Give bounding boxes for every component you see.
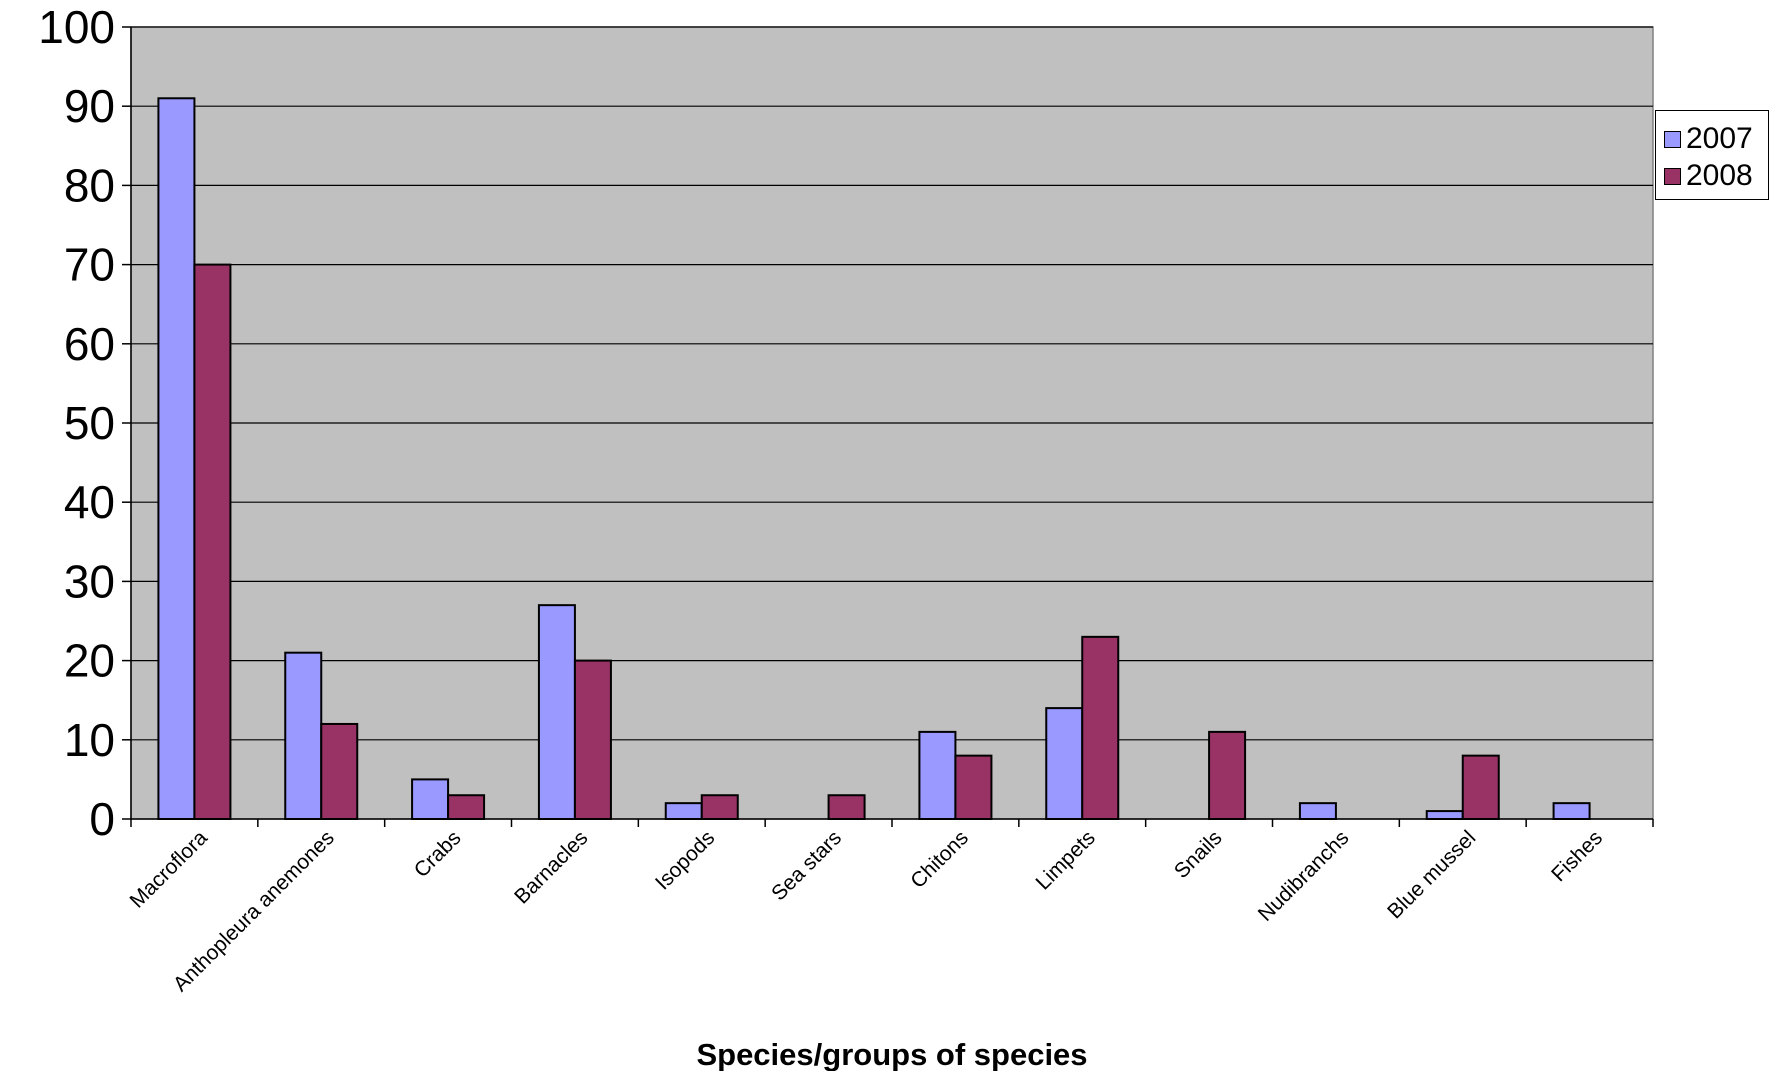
bar-2008 xyxy=(700,794,739,820)
x-tick-label: Limpets xyxy=(1032,826,1100,894)
x-tick-label: Fishes xyxy=(1547,826,1607,886)
axes xyxy=(122,26,1654,827)
bar-2008 xyxy=(827,794,866,820)
bar-2007 xyxy=(1425,810,1464,821)
bar-2007 xyxy=(157,97,196,820)
legend-label-2007: 2007 xyxy=(1686,122,1753,155)
bar-2008 xyxy=(447,794,486,820)
bar-2007 xyxy=(537,604,576,820)
y-tick-label: 30 xyxy=(64,555,115,607)
y-tick-label: 0 xyxy=(89,793,115,845)
x-tick-label: Barnacles xyxy=(510,826,592,908)
x-tick-label: Sea stars xyxy=(767,826,846,905)
bar-2008 xyxy=(193,263,232,821)
y-tick-label: 50 xyxy=(64,397,115,449)
x-tick-label: Blue mussel xyxy=(1383,826,1480,923)
y-tick-label: 20 xyxy=(64,635,115,687)
bar-2007 xyxy=(918,730,957,821)
x-tick-label: Isopods xyxy=(651,826,719,894)
bar-2008 xyxy=(954,754,993,821)
bar-2007 xyxy=(411,778,450,821)
legend-swatch-2008 xyxy=(1664,167,1681,185)
legend: 2007 2008 xyxy=(1655,110,1769,200)
bar-2008 xyxy=(1081,635,1120,821)
bar-2007 xyxy=(664,802,703,820)
bar-2008 xyxy=(320,722,359,821)
bar-2007 xyxy=(1298,802,1337,820)
y-tick-label: 80 xyxy=(64,159,115,211)
x-tick-label: Nudibranchs xyxy=(1254,826,1354,926)
y-tick-label: 70 xyxy=(64,239,115,291)
bar-2008 xyxy=(573,659,612,820)
bar-2008 xyxy=(1208,730,1247,821)
y-tick-label: 40 xyxy=(64,476,115,528)
y-tick-label: 60 xyxy=(64,318,115,370)
x-tick-label: Chitons xyxy=(906,826,973,893)
legend-item-2007: 2007 xyxy=(1664,123,1753,155)
legend-swatch-2007 xyxy=(1664,130,1681,148)
x-tick-label: Macroflora xyxy=(126,826,213,913)
x-tick-label: Crabs xyxy=(410,826,466,882)
y-tick-label: 10 xyxy=(64,714,115,766)
bar-2007 xyxy=(284,651,323,820)
gridlines xyxy=(131,26,1653,741)
bar-2008 xyxy=(1461,754,1500,821)
y-tick-labels: 0 10 20 30 40 50 60 70 80 90 100 xyxy=(38,1,115,845)
bar-2007 xyxy=(1552,802,1591,820)
bar-2007 xyxy=(1045,707,1084,820)
x-tick-label: Snails xyxy=(1170,826,1227,883)
y-tick-label: 90 xyxy=(64,80,115,132)
legend-item-2008: 2008 xyxy=(1664,160,1753,192)
y-tick-label: 100 xyxy=(38,1,115,53)
x-axis-title: Species/groups of species xyxy=(696,1037,1087,1071)
legend-label-2008: 2008 xyxy=(1686,159,1753,192)
